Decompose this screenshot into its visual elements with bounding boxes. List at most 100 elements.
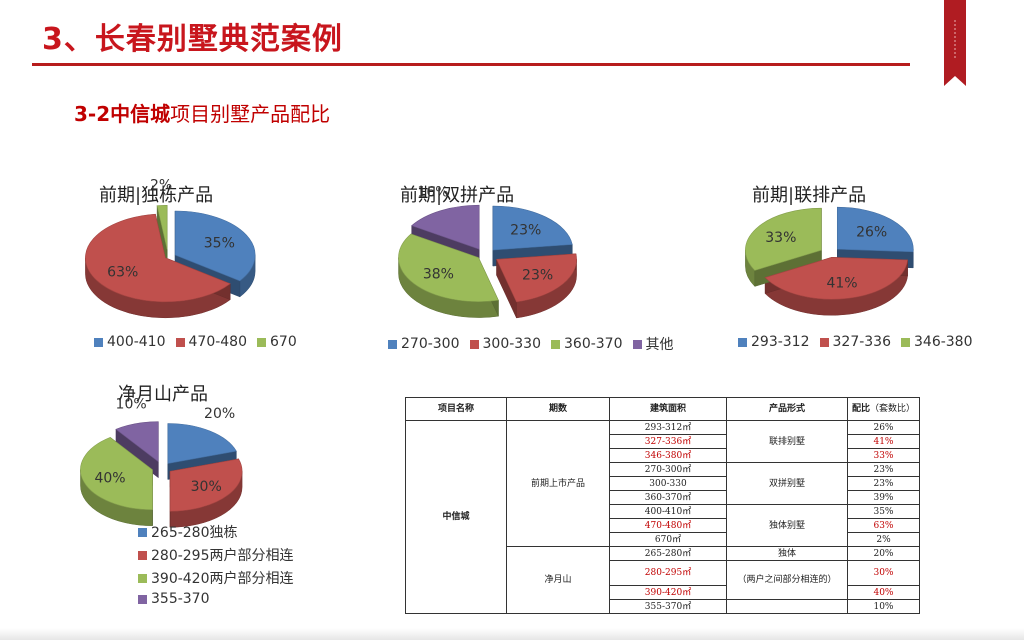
pie-data-label: 38%: [423, 267, 454, 283]
cell-ratio: 20%: [847, 546, 920, 561]
legend-item: 400-410: [94, 334, 166, 350]
pie-slice-265-280独栋: [167, 423, 237, 464]
cell-ratio: 10%: [847, 599, 920, 614]
pie-data-label: 23%: [510, 223, 541, 239]
legend-swatch: [738, 337, 747, 347]
product-ratio-table: 项目名称 期数 建筑面积 产品形式 配比（套数比） 中信城 前期上市产品 293-3…: [405, 397, 920, 614]
legend-jingyueshan: 265-280独栋 280-295两户部分相连 390-420两户部分相连 355-3…: [138, 522, 304, 610]
legend-swatch: [632, 339, 642, 349]
cell-area: 346-380㎡: [609, 448, 727, 463]
cell-ratio: 63%: [847, 518, 920, 533]
pie-data-label: 40%: [94, 470, 125, 486]
legend-label: 其他: [645, 337, 674, 353]
pie-data-label: 41%: [826, 276, 857, 292]
legend-swatch: [94, 337, 103, 347]
cell-ratio: 33%: [847, 448, 920, 463]
bottom-shadow: [0, 628, 1024, 640]
cell-ratio: 26%: [847, 420, 920, 435]
legend-label: 327-336: [832, 334, 892, 350]
page-title: 3、长春别墅典范案例: [42, 22, 343, 57]
table-row: 中信城 前期上市产品 293-312㎡ 联排别墅 26%: [405, 420, 920, 614]
legend-swatch: [388, 339, 397, 349]
pie-slice-其他: [411, 204, 480, 250]
pie-chart-duplex: 23% 23% 38% 16%: [398, 185, 577, 319]
pie-data-label: 35%: [204, 236, 235, 252]
cell-area: 355-370㎡: [609, 599, 727, 614]
legend-item: 327-336: [819, 334, 892, 350]
subtitle-bold: 3-2中信城: [74, 102, 171, 126]
cell-area: 270-300㎡: [609, 462, 727, 477]
table-row: 400-410㎡ 独体别墅 35%: [406, 504, 920, 547]
legend-item: 270-300: [388, 336, 460, 352]
cell-area: 265-280㎡: [609, 546, 727, 561]
legend-label: 293-312: [751, 334, 810, 350]
table-row: 355-370㎡ 10%: [406, 599, 920, 614]
legend-label: 390-420两户部分相连: [151, 571, 294, 587]
pie-slice-270-300: [492, 205, 573, 251]
legend-label: 400-410: [107, 334, 166, 350]
legend-item: 300-330: [469, 336, 541, 352]
cell-area: 390-420㎡: [609, 585, 727, 600]
legend-item: 670: [257, 334, 297, 350]
cell-project: 中信城: [405, 420, 507, 614]
title-divider: [32, 63, 910, 66]
legend-townhouse: 293-312 327-336 346-380: [738, 334, 983, 351]
cell-form: [726, 599, 848, 614]
legend-swatch: [138, 550, 147, 560]
legend-item: 280-295两户部分相连: [138, 545, 294, 565]
cell-form: 独体别墅: [726, 504, 848, 547]
legend-detached: 400-410 470-480 670: [94, 334, 307, 351]
pie-slice-355-370: [115, 421, 159, 463]
header-ratio-note: （套数比）: [870, 404, 916, 414]
pie-slice-470-480: [85, 213, 231, 303]
pie-slice-300-330: [496, 253, 577, 303]
cell-area: 280-295㎡: [609, 560, 727, 586]
pie-chart-jingyueshan: 20% 30% 40% 10%: [80, 396, 243, 528]
pie-slice-670: [156, 205, 168, 250]
pie-slice-293-312: [836, 206, 914, 253]
cell-ratio: 23%: [847, 462, 920, 477]
legend-label: 360-370: [564, 336, 623, 352]
legend-swatch: [175, 337, 185, 347]
legend-label: 346-380: [914, 334, 973, 350]
table-row: 270-300㎡ 双拼别墅 23%: [406, 462, 920, 505]
pie-data-label: 16%: [417, 185, 448, 201]
pie-data-label: 2%: [150, 177, 172, 193]
table-row: 670㎡ 2%: [406, 532, 920, 547]
pie-chart-detached: 35% 63% 2%: [85, 177, 256, 319]
header-project: 项目名称: [405, 397, 507, 421]
cell-form: 独体: [726, 546, 848, 561]
pie-data-label: 20%: [204, 406, 235, 422]
legend-swatch: [469, 339, 479, 349]
legend-label: 670: [270, 334, 297, 350]
cell-area: 293-312㎡: [609, 420, 727, 435]
pie-chart-townhouse: 26% 41% 33%: [745, 206, 914, 316]
legend-swatch: [551, 339, 560, 349]
legend-swatch: [257, 337, 266, 347]
legend-item: 470-480: [175, 334, 247, 350]
cell-ratio: 41%: [847, 434, 920, 449]
cell-area: 670㎡: [609, 532, 727, 547]
legend-swatch: [901, 337, 910, 347]
cell-area: 300-330: [609, 476, 727, 491]
legend-label: 265-280独栋: [151, 525, 238, 541]
cell-ratio: 30%: [847, 560, 920, 586]
header-ratio: 配比（套数比）: [847, 397, 920, 421]
legend-swatch: [138, 527, 147, 537]
pie-data-label: 33%: [765, 230, 796, 246]
legend-swatch: [819, 337, 829, 347]
cell-phase: 净月山: [506, 546, 610, 614]
pie-slice-346-380: [745, 207, 822, 271]
pie-data-label: 26%: [856, 224, 887, 240]
chart-title-duplex: 前期|双拼产品: [400, 185, 515, 206]
chart-title-detached: 前期|独栋产品: [99, 185, 214, 206]
legend-label: 270-300: [401, 336, 460, 352]
cell-form: 双拼别墅: [726, 462, 848, 505]
legend-item: 265-280独栋: [138, 522, 294, 542]
pie-slice-360-370: [398, 233, 499, 302]
header-ratio-label: 配比: [851, 404, 870, 414]
pie-slice-390-420两户部分相连: [80, 437, 153, 511]
chart-title-townhouse: 前期|联排产品: [752, 185, 867, 206]
legend-swatch: [138, 573, 147, 583]
